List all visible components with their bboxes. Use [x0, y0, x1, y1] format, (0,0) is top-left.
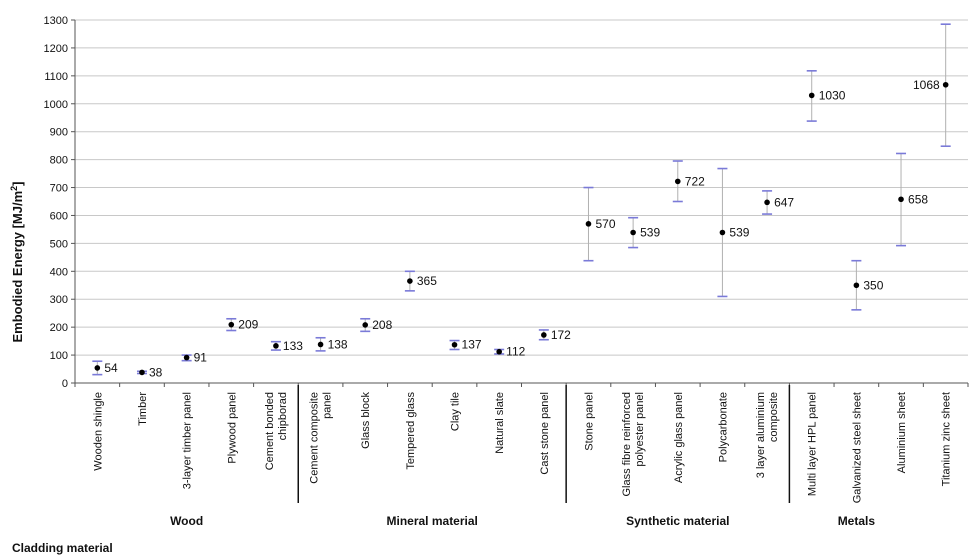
- data-point: [585, 221, 592, 227]
- data-point: [94, 365, 101, 371]
- axes: 0 100 200 300 400 500 600 700 800 900 1000 1100 1200…: [44, 15, 969, 503]
- category-label: Tempered glass: [405, 392, 417, 470]
- category-label: Aluminium sheet: [896, 392, 908, 473]
- data-label: 172: [551, 328, 571, 342]
- y-tick-label: 200: [50, 322, 68, 334]
- group-label: Wood: [170, 514, 203, 528]
- category-label: Cast stone panel: [539, 392, 551, 475]
- group-label: Mineral material: [387, 514, 478, 528]
- labels: Wood Mineral material Synthetic material Me…: [92, 78, 952, 528]
- category-label: Glass fibre reinforcedpolyester panel: [621, 392, 646, 497]
- y-tick-label: 300: [50, 294, 68, 306]
- data-label: 137: [462, 338, 482, 352]
- data-label: 647: [774, 195, 794, 209]
- data-label: 658: [908, 192, 928, 206]
- data-point: [139, 369, 145, 376]
- y-tick-label: 100: [50, 350, 68, 362]
- category-label: Multi layer HPL panel: [807, 392, 819, 496]
- data-label: 38: [149, 365, 163, 379]
- y-axis-title: Embodied Energy [MJ/m2]: [9, 181, 25, 342]
- category-label: Stone panel: [583, 392, 595, 451]
- data-point: [317, 341, 324, 348]
- category-label: 3-layer timber panel: [182, 392, 194, 489]
- group-label: Metals: [838, 514, 876, 528]
- data-point: [808, 92, 815, 99]
- category-label: Acrylic glass panel: [673, 392, 685, 483]
- data-label: 1068: [913, 78, 940, 92]
- data-point: [496, 348, 502, 355]
- category-label: Glass block: [360, 392, 372, 449]
- y-tick-label: 1000: [44, 99, 68, 111]
- data-point: [898, 196, 904, 203]
- data-label: 91: [194, 351, 208, 365]
- category-label: Wooden shingle: [92, 392, 104, 471]
- category-label: Natural slate: [494, 392, 506, 454]
- y-tick-label: 1300: [44, 15, 68, 27]
- category-label: 3 layer aluminiumcomposite: [755, 392, 780, 478]
- data-point: [273, 343, 279, 349]
- data-point: [630, 229, 636, 236]
- y-tick-label: 400: [50, 266, 68, 278]
- category-label: Polycarbonate: [717, 392, 729, 462]
- category-label: Clay tile: [450, 392, 462, 431]
- y-tick-label: 1100: [44, 71, 68, 83]
- data-label: 539: [729, 225, 749, 239]
- x-axis-title: Cladding material: [12, 541, 113, 555]
- y-tick-label: 500: [50, 238, 68, 250]
- y-tick-label: 600: [50, 210, 68, 222]
- y-tick-label: 700: [50, 183, 68, 195]
- error-bars: [92, 23, 951, 376]
- data-point: [942, 81, 949, 88]
- data-label: 208: [372, 318, 392, 332]
- data-label: 570: [595, 217, 615, 231]
- y-tick-label: 0: [62, 378, 68, 390]
- category-label: Titanium zinc sheet: [941, 392, 953, 486]
- y-tick-label: 1200: [44, 43, 68, 55]
- y-tick-label: 800: [50, 155, 68, 167]
- data-point: [362, 322, 369, 328]
- data-point: [183, 354, 190, 361]
- category-label: Timber: [137, 392, 149, 426]
- data-point: [451, 341, 458, 348]
- data-point: [541, 332, 547, 338]
- data-label: 365: [417, 274, 437, 288]
- data-label: 138: [328, 337, 348, 351]
- data-label: 1030: [819, 88, 846, 102]
- category-label: Galvanized steel sheet: [851, 392, 863, 503]
- data-label: 133: [283, 339, 303, 353]
- data-label: 539: [640, 225, 660, 239]
- data-label: 350: [863, 278, 883, 292]
- data-point: [853, 282, 860, 289]
- group-label: Synthetic material: [626, 514, 729, 528]
- grid-lines: [75, 19, 968, 356]
- data-label: 209: [238, 318, 258, 332]
- category-label: Cement compositepanel: [309, 392, 334, 484]
- category-label: Cement bondedchipborad: [264, 392, 289, 470]
- data-point: [674, 178, 681, 185]
- data-label: 722: [685, 174, 705, 188]
- data-points: [94, 81, 949, 376]
- data-label: 54: [104, 361, 118, 375]
- data-point: [764, 199, 770, 206]
- y-tick-label: 900: [50, 127, 68, 139]
- data-point: [407, 278, 413, 284]
- data-label: 112: [506, 345, 525, 359]
- category-label: Plywood panel: [226, 392, 238, 464]
- data-point: [228, 321, 235, 328]
- data-point: [719, 229, 726, 236]
